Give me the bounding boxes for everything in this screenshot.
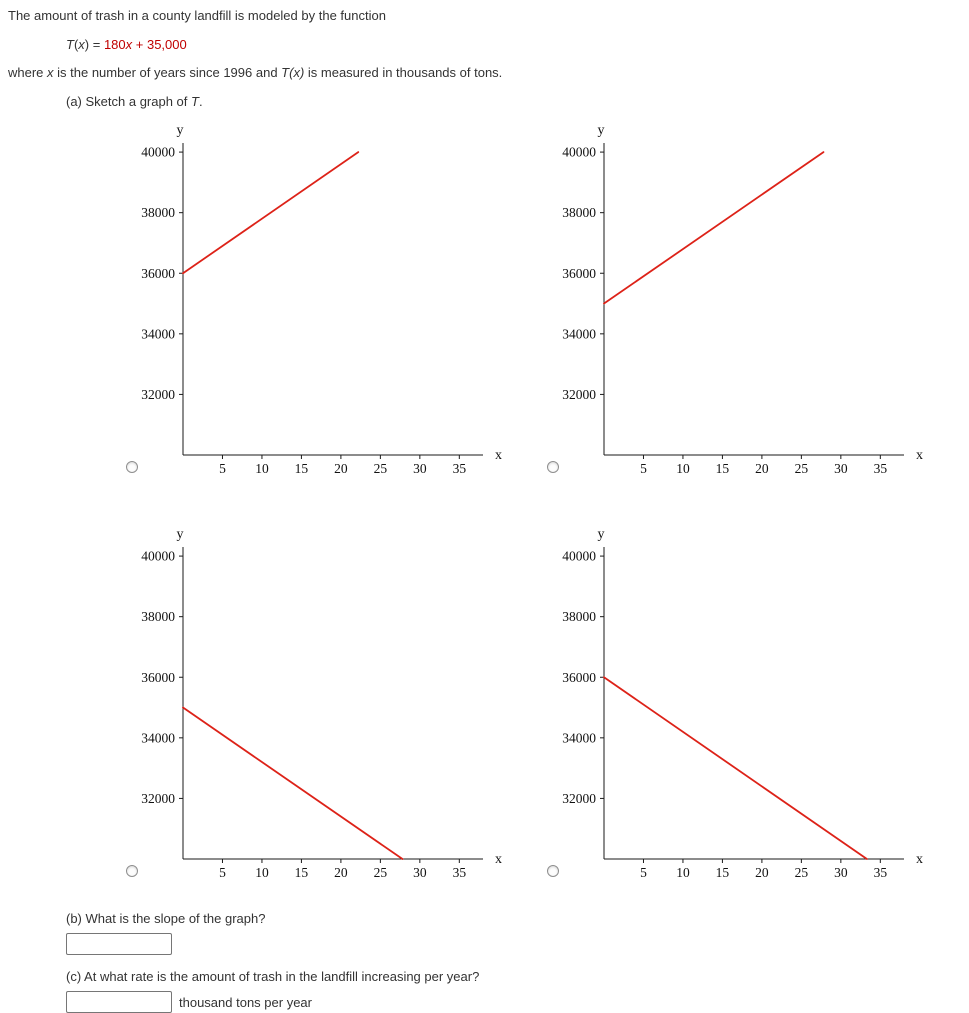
graph-2-radio[interactable] bbox=[547, 461, 559, 473]
svg-text:38000: 38000 bbox=[562, 205, 596, 220]
svg-text:30: 30 bbox=[413, 865, 427, 880]
svg-text:25: 25 bbox=[374, 461, 388, 476]
part-c-section: (c) At what rate is the amount of trash … bbox=[66, 969, 969, 1013]
svg-text:32000: 32000 bbox=[141, 791, 175, 806]
svg-text:32000: 32000 bbox=[562, 387, 596, 402]
svg-text:15: 15 bbox=[295, 461, 309, 476]
svg-text:y: y bbox=[177, 527, 184, 542]
svg-text:5: 5 bbox=[219, 461, 226, 476]
rate-input[interactable] bbox=[66, 991, 172, 1013]
rate-unit-label: thousand tons per year bbox=[179, 994, 312, 1010]
svg-text:y: y bbox=[177, 123, 184, 138]
svg-text:35: 35 bbox=[874, 865, 888, 880]
svg-text:5: 5 bbox=[640, 461, 647, 476]
part-c-label: (c) At what rate is the amount of trash … bbox=[66, 969, 480, 984]
graph-1-radio[interactable] bbox=[126, 461, 138, 473]
graph-option-3: 32000 34000 36000 38000 40000 5 10 15 20 25 30 35 y x bbox=[125, 521, 507, 887]
graph-4-radio[interactable] bbox=[547, 865, 559, 877]
svg-text:10: 10 bbox=[255, 461, 269, 476]
svg-text:y: y bbox=[598, 123, 605, 138]
svg-text:32000: 32000 bbox=[562, 791, 596, 806]
svg-text:38000: 38000 bbox=[562, 609, 596, 624]
svg-text:36000: 36000 bbox=[141, 670, 175, 685]
svg-text:35: 35 bbox=[453, 865, 467, 880]
svg-text:38000: 38000 bbox=[141, 609, 175, 624]
slope-input[interactable] bbox=[66, 933, 172, 955]
svg-text:25: 25 bbox=[795, 865, 809, 880]
svg-text:34000: 34000 bbox=[562, 326, 596, 341]
svg-text:36000: 36000 bbox=[562, 266, 596, 281]
svg-text:25: 25 bbox=[795, 461, 809, 476]
svg-text:20: 20 bbox=[755, 865, 769, 880]
graph-3-chart: 32000 34000 36000 38000 40000 5 10 15 20 25 30 35 y x bbox=[141, 527, 502, 880]
graph-option-2: 32000 34000 36000 38000 40000 5 10 15 20 25 30 35 y x bbox=[546, 117, 928, 483]
svg-text:35: 35 bbox=[874, 461, 888, 476]
svg-text:x: x bbox=[916, 852, 923, 867]
svg-text:40000: 40000 bbox=[562, 549, 596, 564]
part-a-label: (a) Sketch a graph of T. bbox=[66, 94, 203, 109]
svg-text:40000: 40000 bbox=[141, 145, 175, 160]
graph-2-chart: 32000 34000 36000 38000 40000 5 10 15 20 25 30 35 y x bbox=[562, 123, 923, 476]
svg-text:x: x bbox=[916, 448, 923, 463]
part-b-section: (b) What is the slope of the graph? bbox=[66, 911, 969, 955]
svg-text:10: 10 bbox=[676, 865, 690, 880]
svg-text:36000: 36000 bbox=[141, 266, 175, 281]
svg-text:35: 35 bbox=[453, 461, 467, 476]
svg-text:5: 5 bbox=[640, 865, 647, 880]
svg-text:15: 15 bbox=[295, 865, 309, 880]
question-description: where x is the number of years since 199… bbox=[8, 65, 503, 80]
svg-text:40000: 40000 bbox=[141, 549, 175, 564]
svg-text:x: x bbox=[495, 448, 502, 463]
svg-text:34000: 34000 bbox=[562, 730, 596, 745]
svg-text:36000: 36000 bbox=[562, 670, 596, 685]
svg-text:25: 25 bbox=[374, 865, 388, 880]
svg-text:15: 15 bbox=[716, 461, 730, 476]
svg-text:10: 10 bbox=[255, 865, 269, 880]
svg-text:30: 30 bbox=[413, 461, 427, 476]
formula-lhs: T(x) = bbox=[66, 37, 104, 52]
graph-options-grid: 32000 34000 36000 38000 40000 5 10 15 20 25 30 35 y x… bbox=[125, 117, 969, 887]
function-formula: T(x) = 180x + 35,000 bbox=[66, 37, 969, 52]
formula-rhs: 180x + 35,000 bbox=[103, 37, 187, 52]
svg-text:10: 10 bbox=[676, 461, 690, 476]
svg-text:32000: 32000 bbox=[141, 387, 175, 402]
graph-1-chart: 32000 34000 36000 38000 40000 5 10 15 20 25 30 35 y x bbox=[141, 123, 502, 476]
part-b-label: (b) What is the slope of the graph? bbox=[66, 911, 266, 926]
svg-text:20: 20 bbox=[334, 865, 348, 880]
svg-text:38000: 38000 bbox=[141, 205, 175, 220]
svg-text:y: y bbox=[598, 527, 605, 542]
svg-text:20: 20 bbox=[755, 461, 769, 476]
graph-3-radio[interactable] bbox=[126, 865, 138, 877]
svg-text:15: 15 bbox=[716, 865, 730, 880]
graph-option-1: 32000 34000 36000 38000 40000 5 10 15 20 25 30 35 y x bbox=[125, 117, 507, 483]
question-intro: The amount of trash in a county landfill… bbox=[8, 8, 386, 23]
svg-text:40000: 40000 bbox=[562, 145, 596, 160]
svg-text:x: x bbox=[495, 852, 502, 867]
svg-text:20: 20 bbox=[334, 461, 348, 476]
svg-text:34000: 34000 bbox=[141, 730, 175, 745]
svg-text:5: 5 bbox=[219, 865, 226, 880]
svg-text:30: 30 bbox=[834, 461, 848, 476]
graph-option-4: 32000 34000 36000 38000 40000 5 10 15 20 25 30 35 y x bbox=[546, 521, 928, 887]
svg-text:34000: 34000 bbox=[141, 326, 175, 341]
graph-4-chart: 32000 34000 36000 38000 40000 5 10 15 20 25 30 35 y x bbox=[562, 527, 923, 880]
svg-text:30: 30 bbox=[834, 865, 848, 880]
